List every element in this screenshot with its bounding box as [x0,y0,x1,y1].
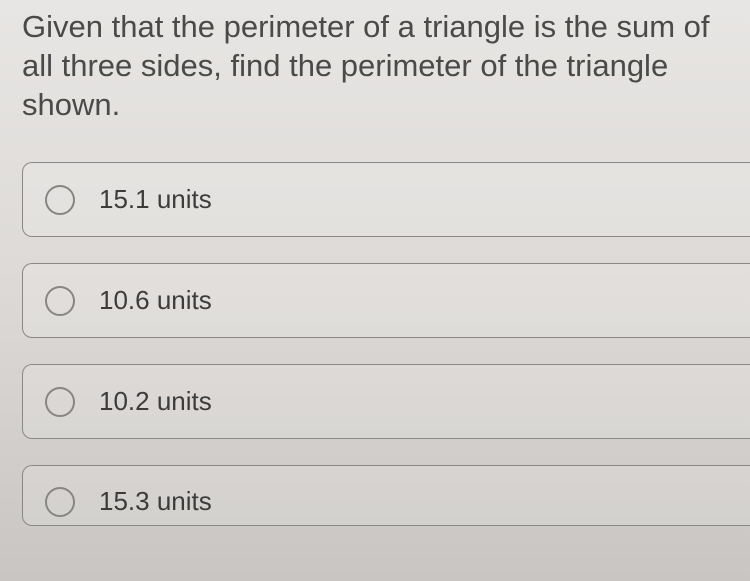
option-label: 10.6 units [99,285,212,316]
option-label: 15.1 units [99,184,212,215]
answer-option[interactable]: 10.6 units [22,263,750,338]
radio-circle-icon [45,487,75,517]
option-label: 10.2 units [99,386,212,417]
radio-circle-icon [45,286,75,316]
answer-option[interactable]: 15.1 units [22,162,750,237]
answer-option[interactable]: 10.2 units [22,364,750,439]
answer-options-list: 15.1 units 10.6 units 10.2 units 15.3 un… [22,162,750,526]
radio-circle-icon [45,185,75,215]
question-text: Given that the perimeter of a triangle i… [22,8,750,124]
answer-option[interactable]: 15.3 units [22,465,750,526]
option-label: 15.3 units [99,486,212,517]
radio-circle-icon [45,387,75,417]
